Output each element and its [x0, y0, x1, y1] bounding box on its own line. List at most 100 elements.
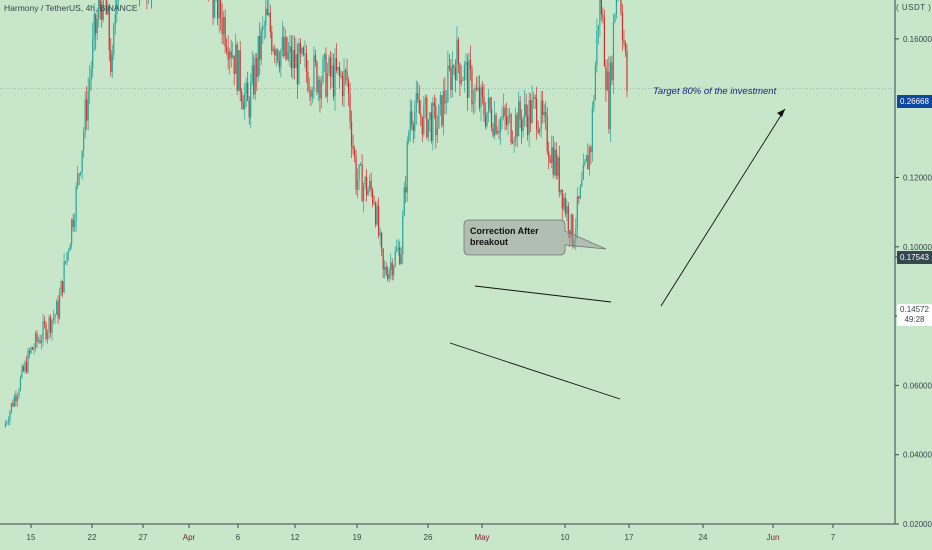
candle-body	[263, 25, 265, 27]
x-tick-label: 19	[353, 533, 362, 542]
candle-body	[555, 149, 557, 176]
candle-body	[508, 114, 511, 117]
candle-body	[453, 65, 455, 69]
candle-body	[615, 0, 618, 15]
x-tick-label: 26	[424, 533, 433, 542]
candle-body	[51, 319, 53, 333]
candle-body	[63, 261, 65, 293]
candle-body	[487, 97, 490, 112]
candle-body	[438, 104, 440, 129]
x-tick-label: Jun	[767, 533, 780, 542]
candle-body	[69, 244, 71, 251]
x-tick-label: May	[474, 533, 489, 542]
candle-body	[581, 179, 583, 187]
callout-box	[463, 219, 607, 256]
candle-body	[530, 100, 532, 123]
candle-body	[15, 396, 17, 402]
candle-body	[313, 55, 315, 92]
candle-body	[295, 54, 297, 68]
candle-body	[456, 39, 458, 80]
candle-body	[462, 79, 464, 81]
candle-body	[460, 79, 463, 84]
x-tick-label: 10	[561, 533, 570, 542]
candle-body	[238, 50, 240, 91]
candle-body	[65, 261, 67, 263]
candle-body	[528, 100, 530, 135]
candle-body	[527, 115, 529, 135]
candle-body	[227, 50, 229, 60]
candle-body	[579, 186, 581, 199]
candle-body	[599, 0, 601, 26]
candle-body	[495, 114, 497, 134]
candle-body	[55, 301, 58, 315]
x-tick-label: 12	[291, 533, 300, 542]
candle-body	[33, 348, 35, 350]
candle-body	[250, 82, 252, 118]
candle-body	[513, 139, 515, 143]
candle-body	[251, 65, 253, 83]
candle-body	[427, 119, 429, 138]
currency-label: ( USDT )	[896, 3, 932, 12]
candle-body	[567, 206, 569, 231]
candle-body	[214, 0, 216, 18]
candle-body	[48, 317, 50, 333]
candle-body	[331, 65, 333, 77]
candle-body	[602, 14, 604, 18]
candle-body	[101, 7, 103, 20]
candle-body	[451, 65, 453, 91]
candle-body	[292, 49, 294, 68]
candle-body	[245, 82, 247, 94]
candle-body	[430, 112, 432, 141]
y-tick-label: 0.16000	[903, 35, 932, 44]
candle-body	[516, 114, 518, 137]
candle-body	[269, 12, 271, 32]
candle-body	[89, 79, 91, 91]
candle-body	[24, 362, 26, 371]
candle-body	[387, 274, 389, 280]
candle-body	[382, 248, 384, 270]
candle-body	[510, 114, 512, 143]
candle-body	[521, 119, 523, 132]
candle-body	[280, 49, 282, 68]
candle-body	[388, 269, 390, 280]
candle-body	[99, 0, 101, 8]
candle-body	[626, 51, 628, 92]
candle-body	[296, 54, 298, 85]
candle-body	[397, 247, 399, 250]
candle-body	[275, 49, 277, 56]
candle-body	[289, 46, 291, 53]
candle-body	[277, 49, 279, 61]
candle-body	[45, 324, 47, 340]
candle-body	[408, 133, 410, 142]
candle-body	[436, 128, 438, 136]
candle-body	[366, 176, 368, 196]
candle-body	[403, 187, 405, 216]
candle-body	[241, 91, 243, 103]
candle-body	[543, 112, 545, 116]
candle-body	[486, 111, 488, 127]
candle-body	[504, 107, 506, 117]
candle-body	[113, 25, 115, 55]
candle-body	[356, 180, 359, 190]
candle-body	[606, 71, 609, 91]
candle-body	[335, 58, 338, 71]
candle-body	[359, 164, 362, 166]
candle-body	[66, 252, 68, 262]
candle-body	[621, 12, 624, 41]
candle-body	[524, 104, 526, 118]
candle-body	[474, 87, 476, 102]
candle-body	[96, 18, 98, 34]
candle-body	[286, 37, 288, 59]
candle-body	[433, 102, 435, 107]
candle-body	[311, 91, 314, 97]
callout-text: Correction After breakout	[470, 226, 539, 247]
candle-body	[265, 8, 267, 26]
candle-body	[515, 114, 517, 140]
candle-body	[358, 164, 360, 181]
candle-body	[98, 0, 100, 19]
candle-body	[441, 95, 443, 126]
candle-body	[578, 196, 580, 199]
candle-body	[421, 116, 423, 135]
projection-arrow-line	[660, 108, 786, 307]
